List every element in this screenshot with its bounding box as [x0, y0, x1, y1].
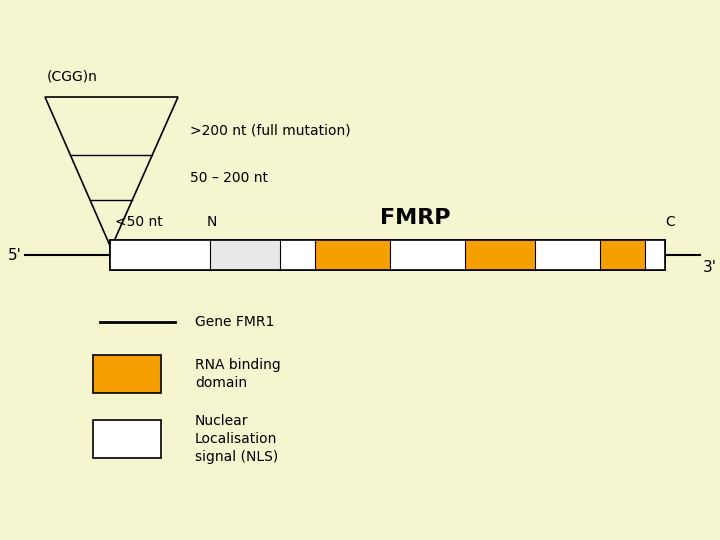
Bar — [315, 240, 390, 270]
Bar — [210, 240, 280, 270]
Text: (CGG)n: (CGG)n — [47, 69, 98, 83]
Text: 3': 3' — [703, 260, 717, 274]
Bar — [110, 240, 665, 270]
Text: N: N — [207, 215, 217, 229]
Bar — [535, 240, 600, 270]
Bar — [110, 240, 665, 270]
Text: Gene FMR1: Gene FMR1 — [195, 315, 274, 329]
Text: RNA binding
domain: RNA binding domain — [195, 358, 281, 390]
Bar — [465, 240, 535, 270]
Bar — [110, 240, 210, 270]
Text: Nuclear
Localisation
signal (NLS): Nuclear Localisation signal (NLS) — [195, 414, 278, 464]
Bar — [280, 240, 315, 270]
Bar — [600, 240, 645, 270]
Bar — [93, 420, 161, 458]
Bar — [390, 240, 465, 270]
Text: FMRP: FMRP — [379, 208, 450, 228]
Text: C: C — [665, 215, 675, 229]
Text: 50 – 200 nt: 50 – 200 nt — [190, 171, 268, 185]
Bar — [93, 355, 161, 393]
Text: 5': 5' — [8, 247, 22, 262]
Text: <50 nt: <50 nt — [115, 215, 163, 229]
Bar — [645, 240, 665, 270]
Text: >200 nt (full mutation): >200 nt (full mutation) — [190, 123, 351, 137]
